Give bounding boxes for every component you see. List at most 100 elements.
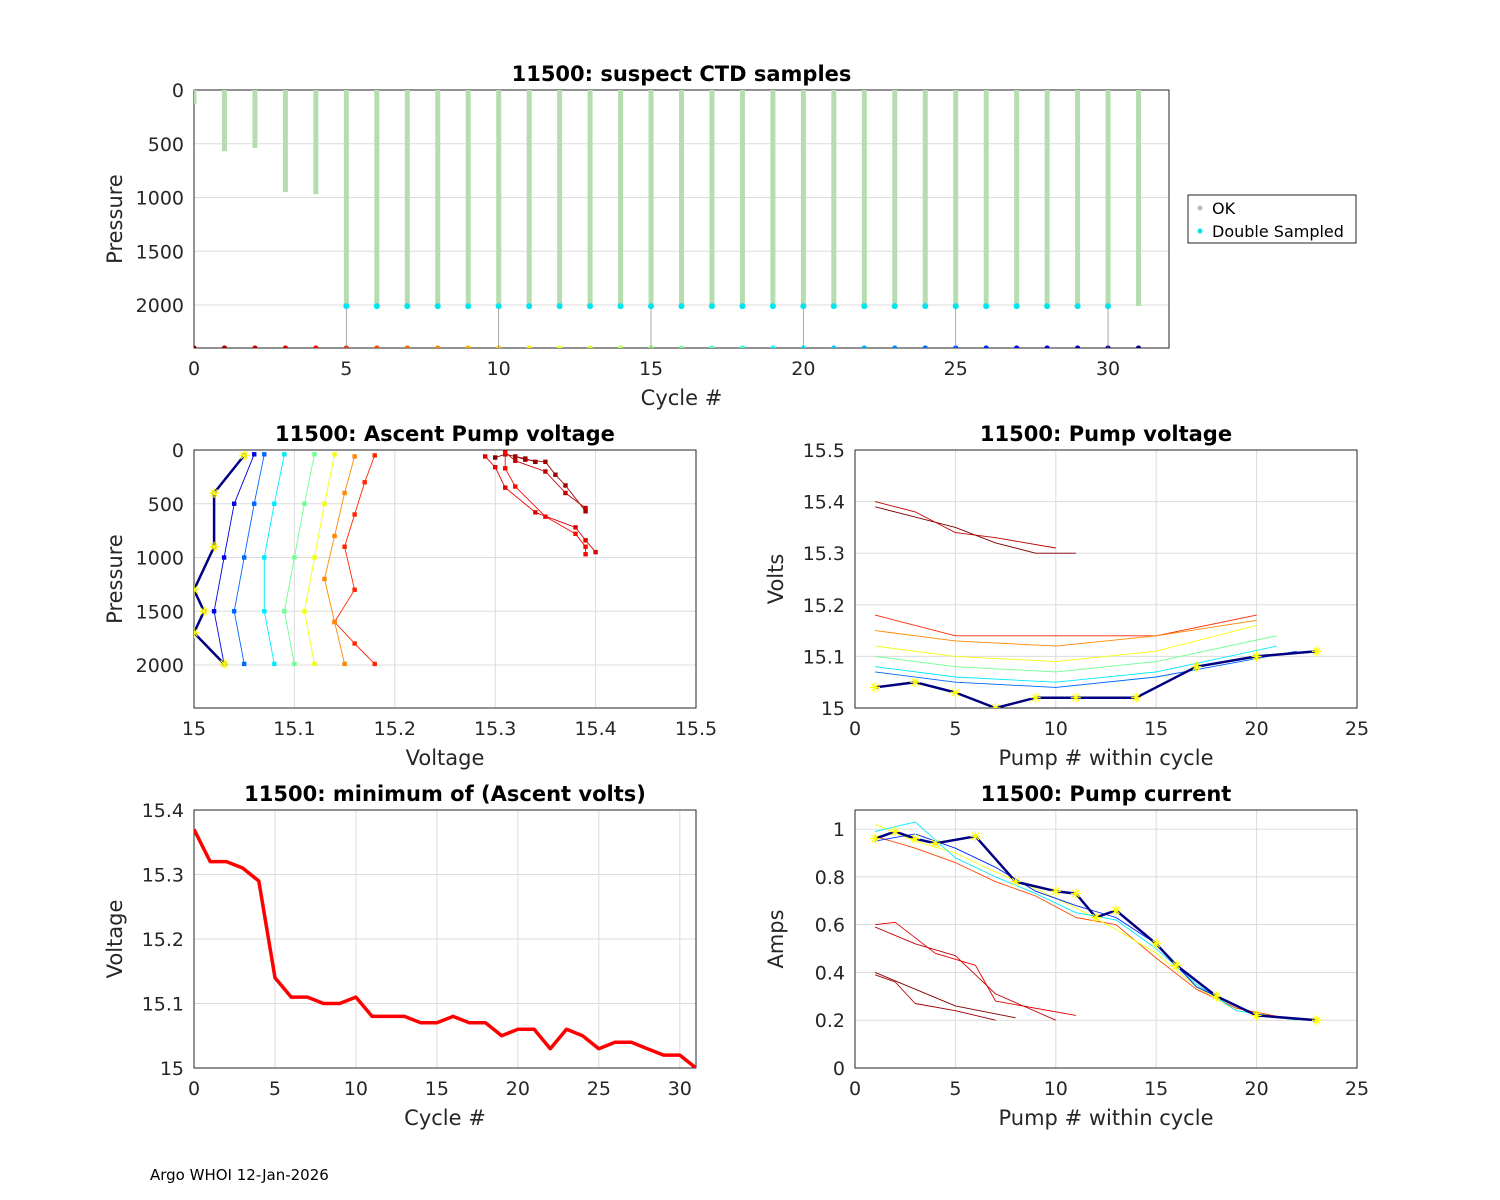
pumpc-ytick-label: 1: [833, 819, 845, 841]
double-sampled-point: [648, 303, 655, 310]
ascent-point: [482, 454, 488, 459]
pumpc-xtick-label: 20: [1245, 1078, 1269, 1100]
ascent-point: [302, 501, 307, 506]
double-sampled-point: [1105, 303, 1112, 310]
pumpv-marks: [870, 501, 1322, 708]
minv-xtick-label: 25: [587, 1078, 611, 1100]
ascent-highlight-star: [239, 450, 250, 461]
ascent-point: [342, 544, 347, 549]
ascent-point: [563, 490, 568, 496]
ascent-point: [242, 555, 247, 560]
cycle-marker: [404, 345, 410, 348]
pumpc-highlight-star: [1111, 905, 1122, 916]
ascent-point: [352, 587, 357, 592]
ascent-point: [503, 466, 508, 471]
ascent-point: [272, 501, 277, 506]
suspect-xtick-label: 20: [791, 358, 815, 380]
ascent-point: [563, 483, 568, 488]
ascent-marks: [194, 450, 598, 669]
pumpc-highlight-star: [1211, 991, 1222, 1002]
ascent-highlight-star: [194, 584, 199, 595]
minv-xtick-label: 5: [269, 1078, 281, 1100]
cycle-marker: [587, 345, 593, 348]
pumpv-ytick-label: 15.3: [803, 543, 845, 565]
ascent-point: [352, 512, 357, 517]
pumpv-highlight-star: [1191, 661, 1202, 672]
pumpc-ytick-label: 0: [833, 1058, 845, 1080]
double-sampled-point: [495, 303, 502, 310]
cycle-marker: [617, 345, 624, 348]
suspect-ytick-label: 1000: [136, 188, 184, 210]
pumpv-ytick-label: 15.5: [803, 440, 845, 462]
pumpv-series-line: [875, 619, 1257, 647]
cycle-marker: [435, 345, 441, 348]
ascent-point: [262, 555, 267, 560]
ascent-xtick-label: 15.2: [374, 718, 416, 740]
ascent-point: [593, 549, 598, 555]
legend-box: [1187, 194, 1357, 244]
pumpc-plot-area: [855, 810, 1357, 1068]
pumpc-highlight-star: [1311, 1015, 1322, 1026]
ascent-point: [543, 459, 548, 465]
ascent-point: [342, 661, 347, 667]
pumpc-xtick-label: 15: [1144, 1078, 1168, 1100]
double-sampled-point: [800, 303, 807, 310]
ascent-point: [292, 555, 297, 560]
pumpv-highlight-star: [1251, 651, 1262, 662]
ascent-point: [211, 609, 217, 614]
ascent-highlight-star: [199, 606, 210, 617]
cycle-marker: [892, 345, 898, 348]
cycle-marker: [465, 345, 471, 348]
ascent-highlight-star: [209, 488, 220, 498]
ascent-point: [272, 661, 277, 667]
pumpv-highlight-star: [1030, 692, 1041, 703]
double-sampled-point: [587, 303, 594, 310]
suspect-ytick-label: 1500: [136, 241, 184, 263]
pumpv-xtick-label: 10: [1044, 718, 1068, 740]
ascent-point: [312, 555, 317, 560]
cycle-marker: [709, 345, 715, 348]
cycle-marker: [922, 345, 928, 348]
suspect-marks: [194, 90, 1142, 348]
pumpv-highlight-star: [990, 703, 1001, 708]
ascent-ylabel: Pressure: [103, 534, 127, 624]
ascent-point: [513, 458, 518, 463]
pumpv-highlight-star: [950, 687, 961, 698]
cycle-marker: [861, 345, 867, 348]
ascent-point: [493, 465, 498, 470]
cycle-marker: [252, 345, 258, 348]
pumpv-xtick-label: 15: [1144, 718, 1168, 740]
pumpc-xtick-label: 0: [849, 1078, 861, 1100]
ascent-axes: 15 15.1 15.2 15.3 15.4 15.5 0 500 1000 1500 2000 11…: [103, 422, 717, 770]
legend-entry: OK: [1212, 199, 1236, 218]
pumpc-highlight-star: [1171, 960, 1182, 971]
ascent-xtick-label: 15.5: [675, 718, 717, 740]
ascent-point: [282, 452, 287, 457]
ascent-point: [252, 501, 257, 506]
minv-xtick-label: 15: [425, 1078, 449, 1100]
ascent-highlight-star: [219, 658, 230, 669]
cycle-marker: [739, 345, 746, 348]
ascent-point: [352, 641, 357, 646]
ascent-point: [332, 452, 337, 457]
pumpv-series-line: [874, 649, 1317, 708]
cycle-marker: [1014, 345, 1020, 348]
minv-ytick-label: 15.4: [142, 800, 184, 822]
cycle-marker: [1044, 345, 1050, 348]
ascent-ytick-label: 0: [172, 440, 184, 462]
ascent-point: [583, 538, 588, 543]
pumpv-xtick-label: 25: [1345, 718, 1369, 740]
suspect-title: 11500: suspect CTD samples: [512, 62, 852, 86]
ascent-point: [221, 555, 227, 560]
ascent-point: [573, 525, 578, 530]
pumpc-ytick-label: 0.6: [815, 915, 845, 937]
double-sampled-point: [678, 303, 685, 310]
minv-xtick-label: 20: [506, 1078, 530, 1100]
suspect-ytick-label: 0: [172, 80, 184, 102]
ascent-point: [372, 661, 377, 667]
ascent-point: [292, 661, 297, 667]
minv-xlabel: Cycle #: [404, 1106, 486, 1130]
double-sampled-point: [1013, 303, 1020, 310]
cycle-marker: [678, 345, 685, 348]
